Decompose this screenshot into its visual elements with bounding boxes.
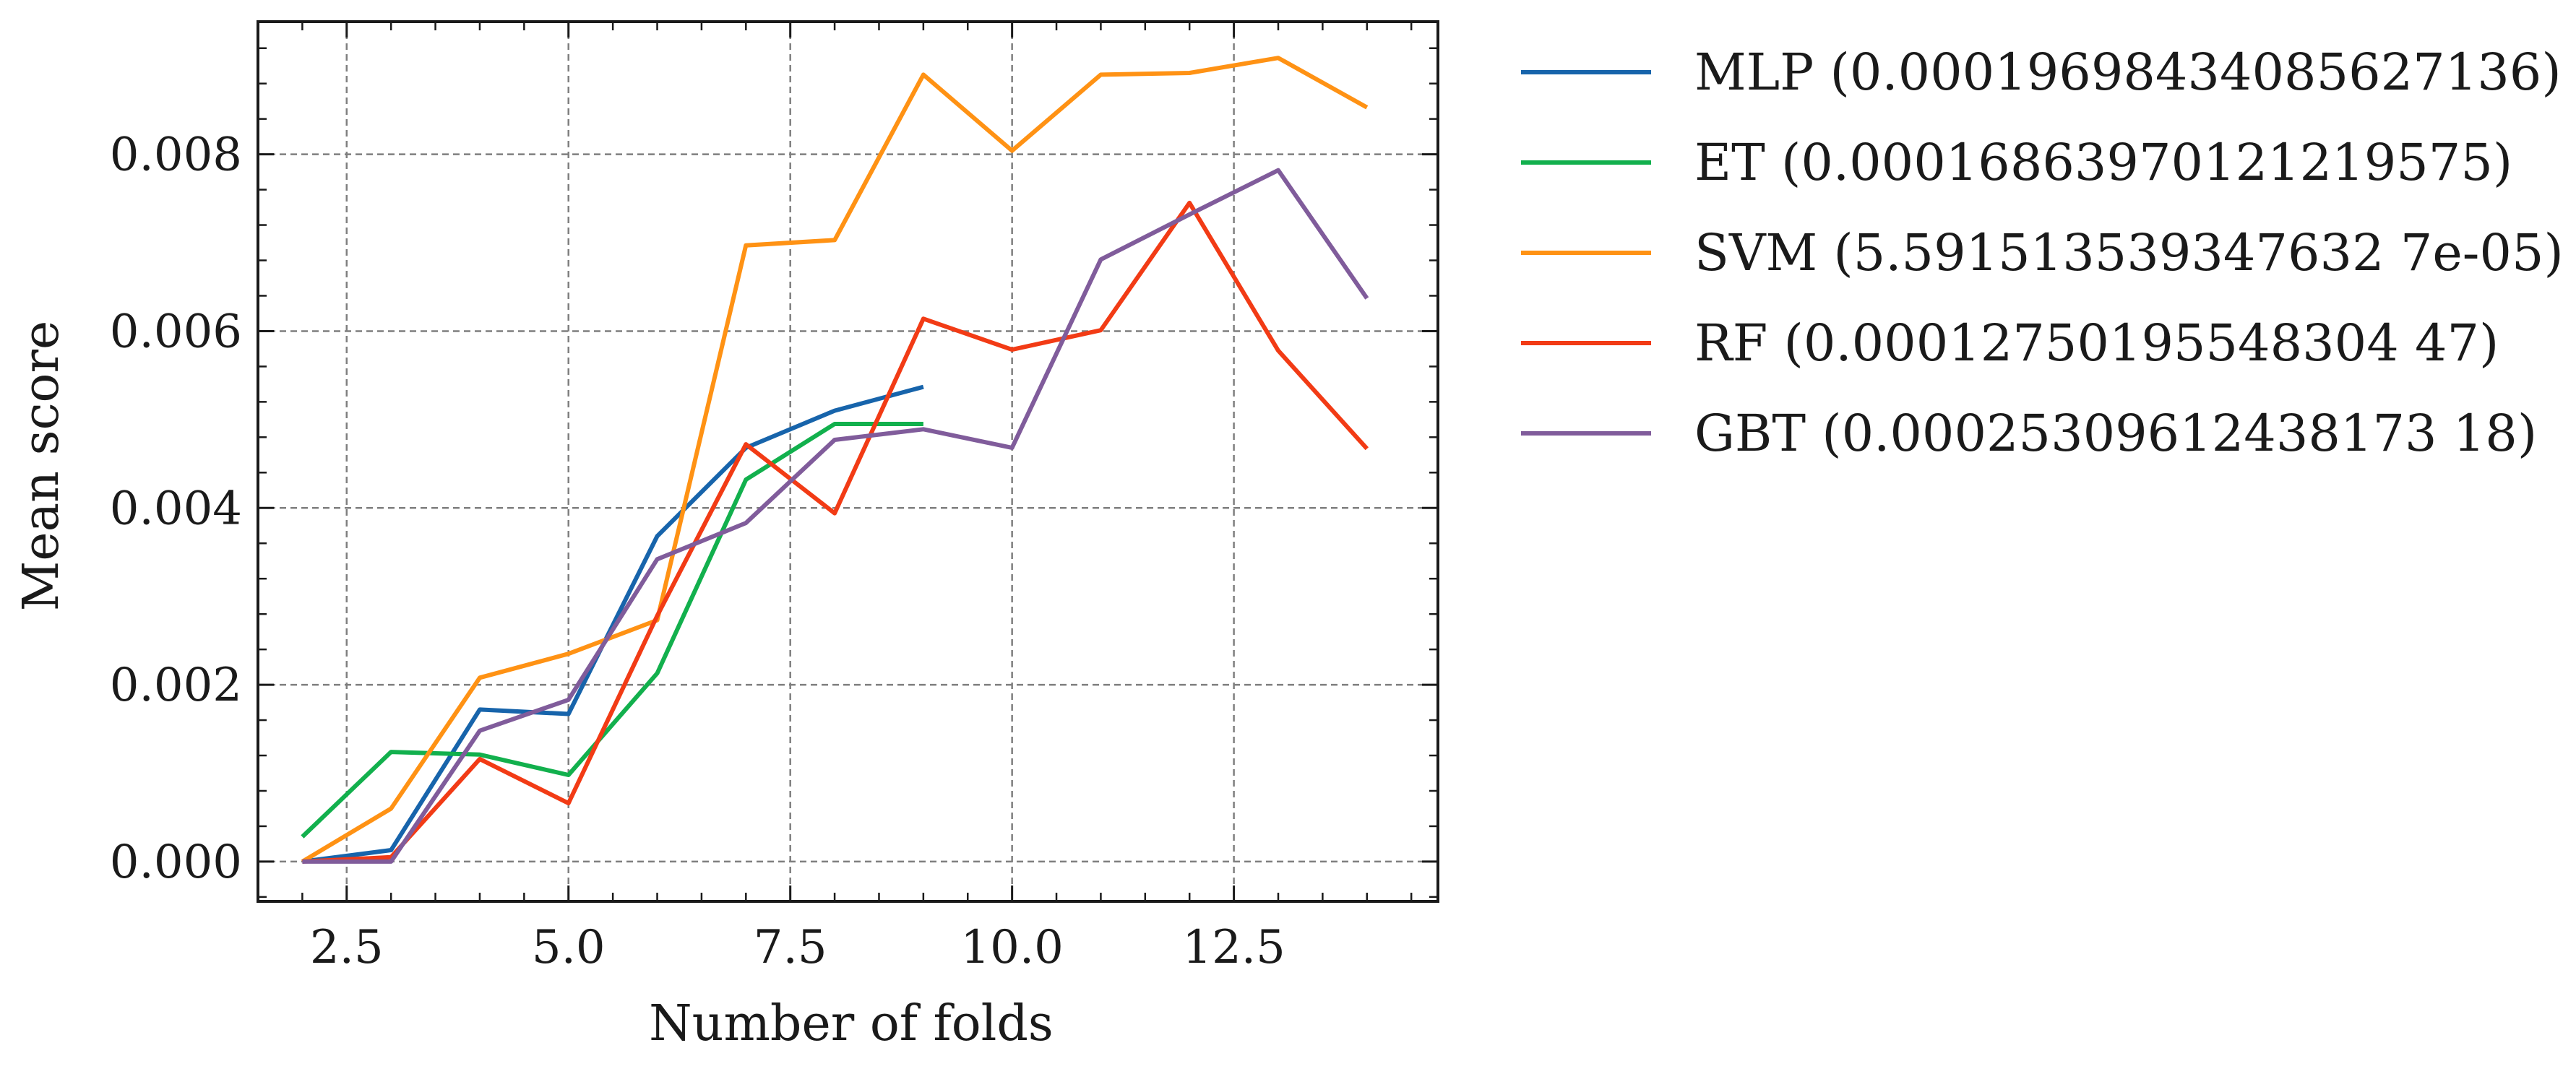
y-axis-tick-labels: 0.000 0.002 0.004 0.006 0.008	[110, 129, 242, 889]
series-line-et	[301, 422, 923, 839]
y-tick-label: 0.006	[110, 305, 242, 358]
y-tick-label: 0.000	[110, 836, 242, 889]
x-tick-label: 12.5	[1182, 921, 1285, 974]
legend-label-rf: RF (0.00012750195548304 47)	[1694, 313, 2499, 373]
y-tick-label: 0.002	[110, 659, 242, 712]
series-lines	[301, 56, 1369, 864]
x-tick-label: 7.5	[754, 921, 827, 974]
series-line-rf	[302, 200, 1369, 864]
x-tick-label: 10.0	[960, 921, 1064, 974]
x-axis-tick-labels: 2.5 5.0 7.5 10.0 12.5	[310, 921, 1285, 974]
y-tick-label: 0.008	[110, 129, 242, 182]
x-tick-label: 2.5	[310, 921, 384, 974]
legend-label-mlp: MLP (0.00019698434085627136)	[1694, 43, 2562, 102]
series-line-mlp	[302, 384, 924, 864]
plot-frame	[257, 20, 1439, 903]
gridlines	[258, 22, 1438, 901]
legend-label-svm: SVM (5.591513539347632 7e-05)	[1694, 223, 2564, 282]
y-axis-label: Mean score	[13, 321, 70, 612]
axis-ticks	[257, 22, 1438, 901]
legend: MLP (0.00019698434085627136) ET (0.000168…	[1521, 43, 2564, 463]
x-axis-label: Number of folds	[649, 995, 1054, 1052]
legend-label-et: ET (0.00016863970121219575)	[1694, 133, 2512, 192]
y-tick-label: 0.004	[110, 482, 242, 535]
x-tick-label: 5.0	[532, 921, 606, 974]
series-line-gbt	[302, 168, 1369, 864]
series-line-svm	[301, 56, 1369, 864]
legend-label-gbt: GBT (0.00025309612438173 18)	[1694, 404, 2537, 463]
